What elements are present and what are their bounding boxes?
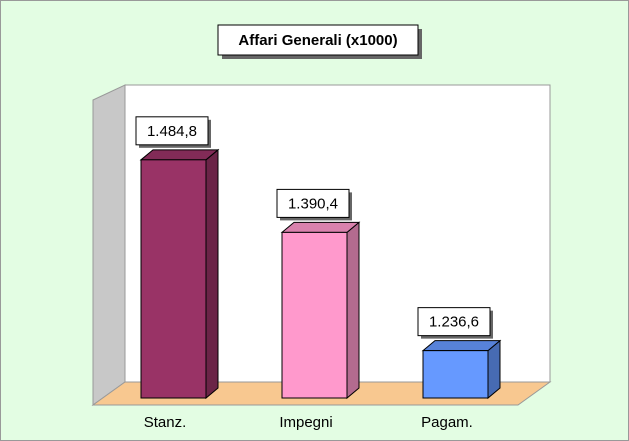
value-label-box [417, 307, 491, 337]
value-label: 1.236,6 [429, 314, 479, 331]
value-label-box [135, 116, 209, 146]
bar-side [205, 148, 219, 400]
title-box [217, 24, 419, 56]
value-label: 1.390,4 [288, 195, 338, 212]
x-tick-label: Pagam. [421, 414, 473, 431]
bar-top [421, 340, 502, 352]
bar [281, 231, 348, 399]
x-tick-label: Stanz. [144, 414, 187, 431]
bar-side [346, 221, 360, 400]
value-label: 1.484,8 [147, 123, 197, 140]
bar [140, 159, 207, 399]
value-label-box [276, 188, 350, 218]
chart-title: Affari Generali (x1000) [238, 32, 397, 49]
bar-top [139, 149, 220, 161]
side-wall [92, 84, 126, 406]
x-tick-label: Impegni [279, 414, 332, 431]
bar-top [280, 221, 361, 233]
bar [422, 350, 489, 399]
